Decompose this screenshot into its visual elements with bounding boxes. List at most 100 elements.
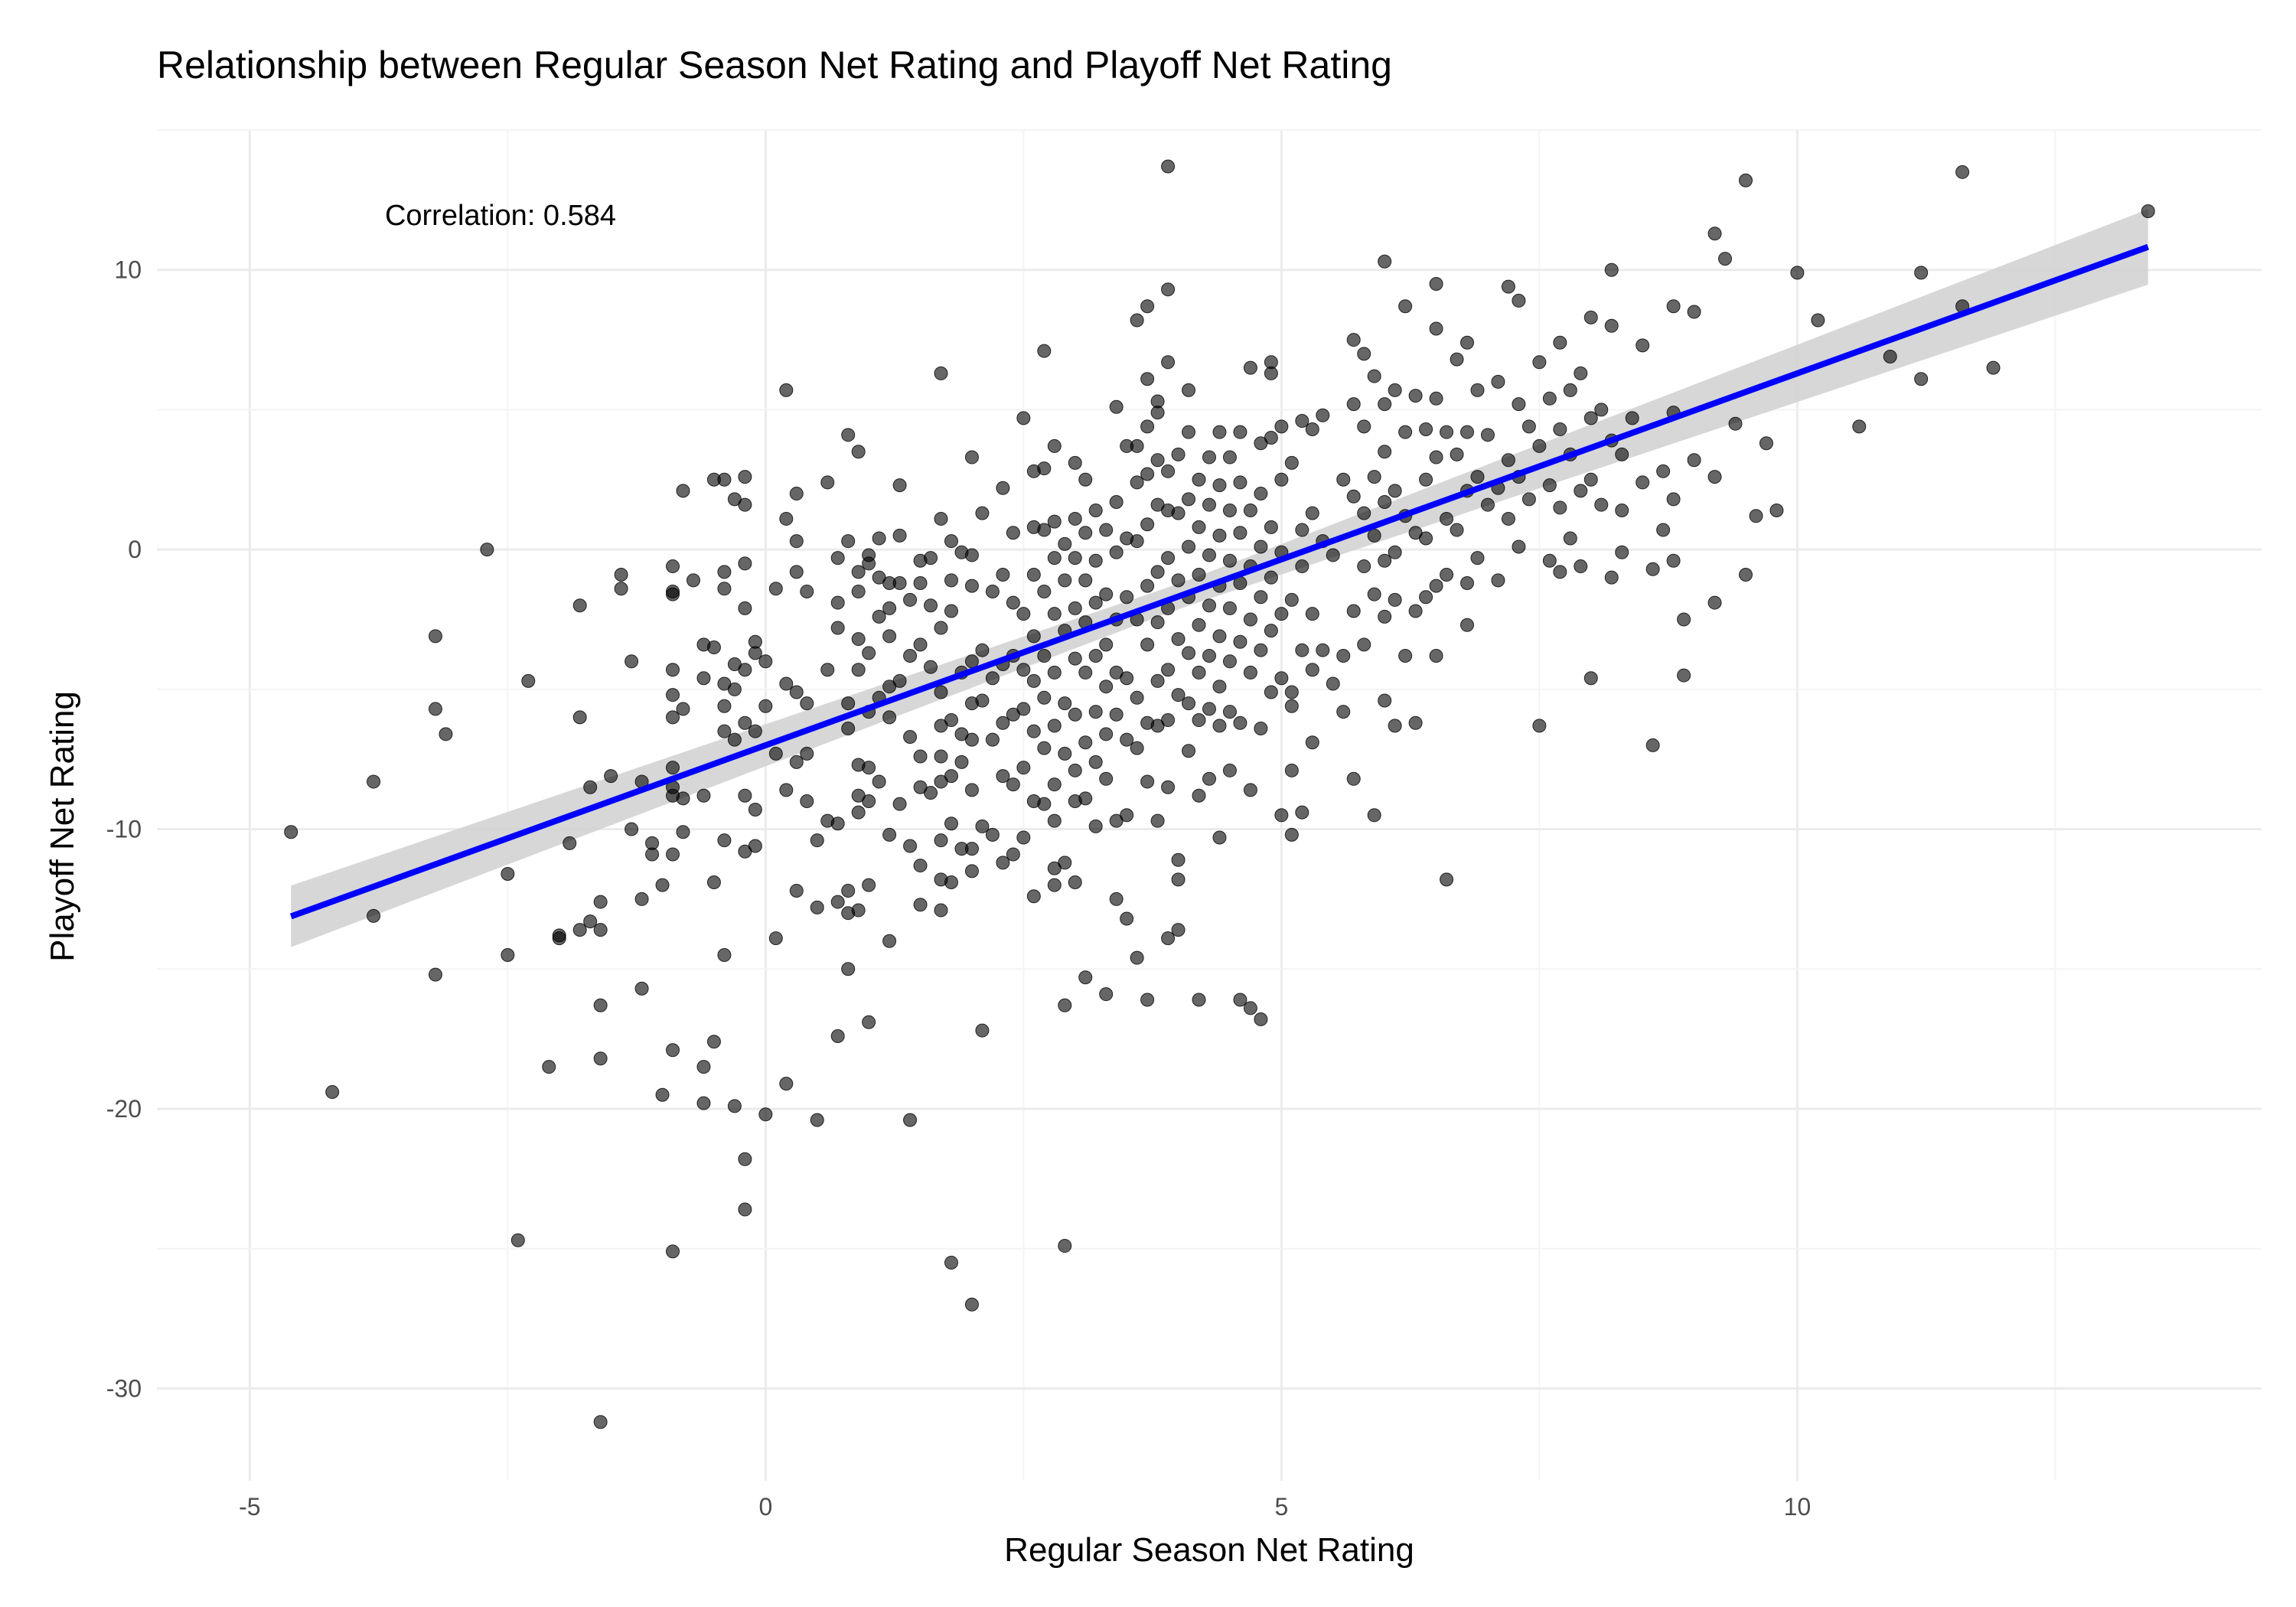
- data-point: [934, 833, 948, 848]
- data-point: [1078, 970, 1093, 985]
- data-point: [1161, 780, 1176, 794]
- data-point: [1058, 746, 1072, 761]
- data-point: [862, 761, 876, 775]
- data-point: [1161, 551, 1176, 566]
- data-point: [892, 478, 907, 493]
- data-point: [1440, 425, 1454, 439]
- data-point: [1202, 702, 1216, 716]
- data-point: [1130, 534, 1144, 549]
- data-point: [841, 722, 856, 736]
- data-point: [428, 702, 442, 716]
- data-point: [1192, 472, 1206, 487]
- data-point: [944, 875, 958, 889]
- data-point: [521, 673, 536, 688]
- data-point: [1295, 523, 1309, 537]
- data-point: [1450, 523, 1464, 537]
- y-tick-label: 10: [114, 256, 142, 284]
- y-tick-label: 0: [128, 536, 142, 563]
- data-point: [1419, 472, 1433, 487]
- data-point: [841, 428, 856, 442]
- data-point: [1192, 993, 1206, 1007]
- data-point: [1388, 484, 1402, 498]
- data-point: [738, 1152, 752, 1166]
- data-point: [882, 934, 897, 948]
- data-point: [1150, 394, 1165, 409]
- data-point: [1047, 551, 1062, 566]
- data-point: [1521, 492, 1536, 507]
- data-point: [1099, 987, 1114, 1002]
- data-point: [758, 654, 773, 669]
- data-point: [1150, 813, 1165, 828]
- data-point: [1212, 680, 1227, 694]
- data-point: [1037, 797, 1052, 811]
- data-point: [1284, 685, 1299, 699]
- data-point: [1254, 590, 1268, 605]
- data-point: [696, 1060, 711, 1074]
- data-point: [1367, 528, 1381, 543]
- data-point: [1336, 648, 1351, 663]
- data-point: [1058, 696, 1072, 711]
- data-point: [1202, 497, 1216, 512]
- data-point: [1047, 777, 1062, 792]
- data-point: [696, 671, 711, 686]
- data-point: [1099, 637, 1114, 652]
- data-point: [1408, 715, 1423, 730]
- data-point: [542, 1060, 556, 1074]
- data-point: [1016, 607, 1031, 621]
- data-point: [975, 643, 990, 657]
- x-axis-label: Regular Season Net Rating: [1004, 1531, 1414, 1569]
- data-point: [872, 774, 886, 789]
- data-point: [1202, 548, 1216, 562]
- data-point: [572, 598, 587, 613]
- data-point: [727, 682, 742, 696]
- data-point: [1222, 553, 1237, 568]
- x-tick-label: -5: [239, 1493, 260, 1521]
- data-point: [1233, 993, 1247, 1007]
- data-point: [1604, 318, 1619, 333]
- data-point: [1398, 648, 1413, 663]
- chart-title: Relationship between Regular Season Net …: [157, 44, 1392, 86]
- data-point: [1429, 391, 1443, 406]
- data-point: [964, 548, 979, 562]
- data-point: [1346, 771, 1361, 786]
- data-point: [1542, 553, 1557, 568]
- data-point: [1955, 165, 1970, 179]
- data-point: [1470, 551, 1485, 566]
- data-point: [1284, 699, 1299, 713]
- data-point: [572, 923, 587, 937]
- data-point: [1553, 422, 1567, 437]
- data-point: [944, 713, 958, 728]
- data-point: [666, 688, 680, 702]
- data-point: [851, 663, 866, 677]
- data-point: [1295, 414, 1309, 429]
- data-point: [717, 833, 732, 848]
- data-point: [1284, 763, 1299, 777]
- data-point: [1264, 520, 1278, 534]
- data-point: [779, 511, 794, 526]
- data-point: [706, 1035, 721, 1049]
- data-point: [1047, 665, 1062, 680]
- data-point: [1078, 573, 1093, 588]
- data-point: [717, 582, 732, 596]
- data-point: [655, 1087, 670, 1102]
- data-point: [1553, 565, 1567, 579]
- data-point: [1099, 587, 1114, 601]
- data-point: [1656, 523, 1671, 537]
- data-point: [768, 931, 783, 946]
- data-point: [934, 749, 948, 764]
- data-point: [1419, 590, 1433, 605]
- data-point: [727, 1099, 742, 1113]
- data-point: [1305, 422, 1319, 437]
- data-point: [768, 746, 783, 761]
- data-point: [924, 598, 938, 613]
- data-point: [1192, 618, 1206, 632]
- data-point: [1068, 707, 1082, 722]
- data-point: [1109, 545, 1124, 559]
- data-point: [1687, 305, 1701, 319]
- data-point: [1274, 607, 1289, 621]
- data-point: [892, 797, 907, 811]
- data-point: [882, 629, 897, 644]
- data-point: [1130, 950, 1144, 965]
- data-point: [1316, 408, 1330, 422]
- data-point: [1408, 389, 1423, 403]
